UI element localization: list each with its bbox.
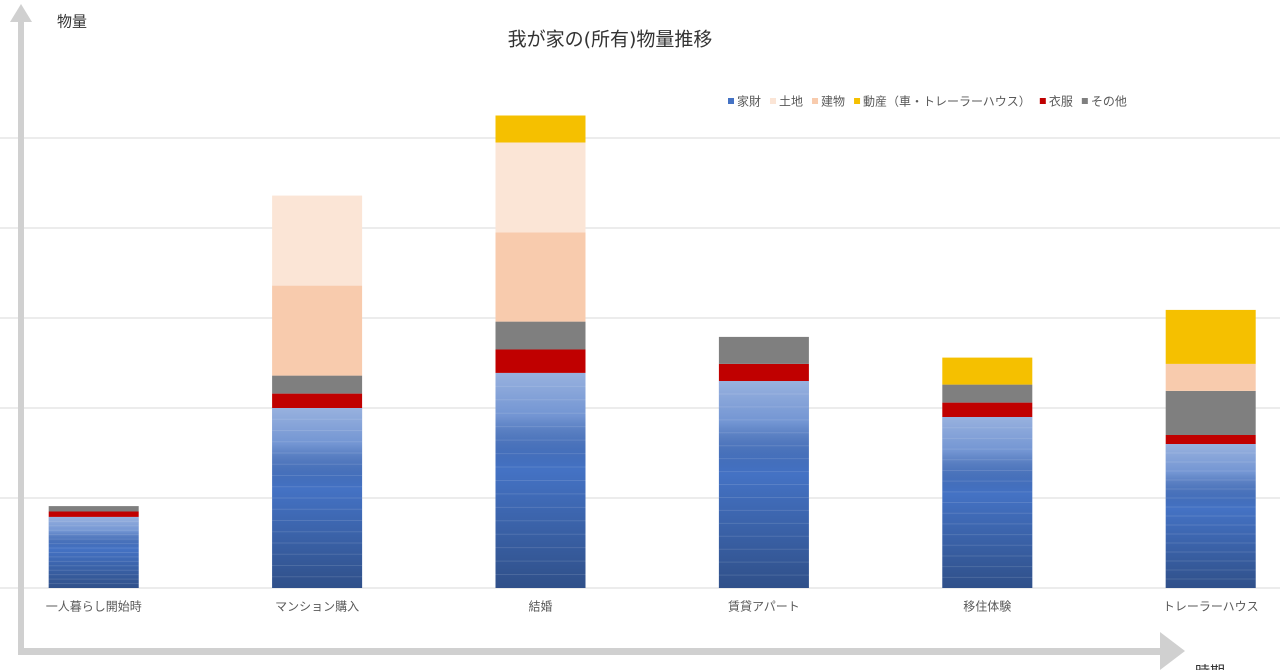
bar-segment [272,375,363,394]
bar-segment [942,402,1033,417]
x-tick-label: 一人暮らし開始時 [46,600,142,614]
chart-title: 我が家の(所有)物量推移 [508,29,713,51]
x-tick-label: トレーラーハウス [1163,600,1259,614]
bar-shading [48,516,139,588]
bar-segment [1165,435,1256,444]
bar-segment [942,384,1033,403]
bar-segment [718,363,809,381]
legend-label: その他 [1091,95,1127,109]
x-axis-arrow [18,632,1185,670]
bar-segment [495,232,586,322]
x-tick-label: マンション購入 [275,600,359,614]
bar-segment [48,506,139,512]
legend-swatch [1039,98,1046,104]
y-axis-label: 物量 [57,13,87,31]
legend-swatch [728,98,734,104]
bar-segment [495,321,586,350]
legend-label: 土地 [779,95,803,109]
bar-segment [1165,309,1256,364]
bar-segment [495,349,586,373]
bar-segment [1165,363,1256,391]
y-axis-arrow [10,4,32,650]
bar-shading [1165,444,1256,588]
bar-shading [272,408,363,588]
bar-segment [1165,390,1256,435]
bar-shading [942,417,1033,588]
x-axis-label: 時期 [1195,663,1225,670]
bar-segment [495,115,586,143]
legend-label: 家財 [737,94,761,109]
legend-swatch [854,98,861,104]
legend-swatch [812,98,819,104]
bar-segment [495,142,586,233]
bar-segment [942,357,1033,385]
x-tick-label: 結婚 [528,600,552,614]
bar-shading [495,372,586,588]
x-tick-label: 移住体験 [963,599,1011,614]
legend-swatch [770,98,777,104]
legend-label: 動産（車・トレーラーハウス） [863,94,1031,109]
bar-segment [718,336,809,364]
bar-segment [272,285,363,376]
bar-segment [272,195,363,286]
legend-swatch [1081,98,1088,104]
x-tick-label: 賃貸アパート [728,599,800,614]
bar-segment [48,511,139,517]
legend-label: 衣服 [1049,94,1073,109]
bar-shading [718,381,809,588]
bar-segment [272,393,363,408]
legend-label: 建物 [821,95,845,109]
